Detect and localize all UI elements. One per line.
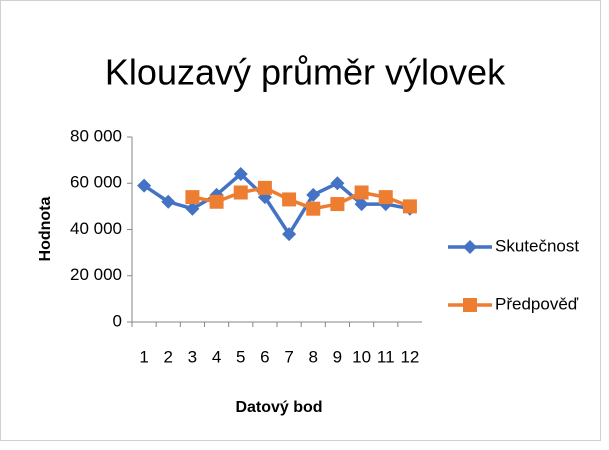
point xyxy=(330,176,345,191)
point xyxy=(137,178,152,193)
legend-label: Předpověď xyxy=(495,294,579,313)
y-tick-label: 80 000 xyxy=(70,126,122,145)
point xyxy=(209,194,224,209)
legend-label: Skutečnost xyxy=(495,236,579,255)
point xyxy=(354,197,369,212)
chart-frame xyxy=(0,0,601,441)
y-axis-title: Hodnota xyxy=(37,196,54,261)
x-tick-label: 6 xyxy=(260,347,269,366)
legend-marker xyxy=(463,240,477,254)
point xyxy=(161,194,176,209)
point xyxy=(282,227,297,242)
y-tick-label: 20 000 xyxy=(70,265,122,284)
point xyxy=(185,201,200,216)
point xyxy=(402,199,417,214)
x-tick-label: 7 xyxy=(284,347,293,366)
x-tick-label: 8 xyxy=(309,347,318,366)
point xyxy=(378,190,393,205)
x-axis-title: Datový bod xyxy=(235,399,322,416)
x-tick-label: 9 xyxy=(333,347,342,366)
x-tick-label: 12 xyxy=(400,347,419,366)
series-line xyxy=(192,186,411,211)
point xyxy=(233,167,248,181)
x-tick-label: 11 xyxy=(377,347,395,366)
x-tick-label: 2 xyxy=(164,347,173,366)
chart-title: Klouzavý průměr výlovek xyxy=(105,52,506,93)
point xyxy=(185,190,200,205)
point xyxy=(306,187,321,202)
legend-marker xyxy=(463,298,477,312)
y-tick-label: 60 000 xyxy=(70,173,122,192)
point xyxy=(233,185,248,200)
x-tick-label: 10 xyxy=(352,347,371,366)
point xyxy=(257,180,272,195)
x-tick-label: 5 xyxy=(236,347,245,366)
y-tick-label: 0 xyxy=(113,311,122,330)
x-tick-label: 1 xyxy=(139,347,148,366)
point xyxy=(330,197,345,212)
x-tick-label: 3 xyxy=(188,347,197,366)
y-tick-label: 40 000 xyxy=(70,219,122,238)
point xyxy=(354,185,369,200)
point xyxy=(282,192,297,207)
x-tick-label: 4 xyxy=(212,347,221,366)
point xyxy=(306,201,321,216)
